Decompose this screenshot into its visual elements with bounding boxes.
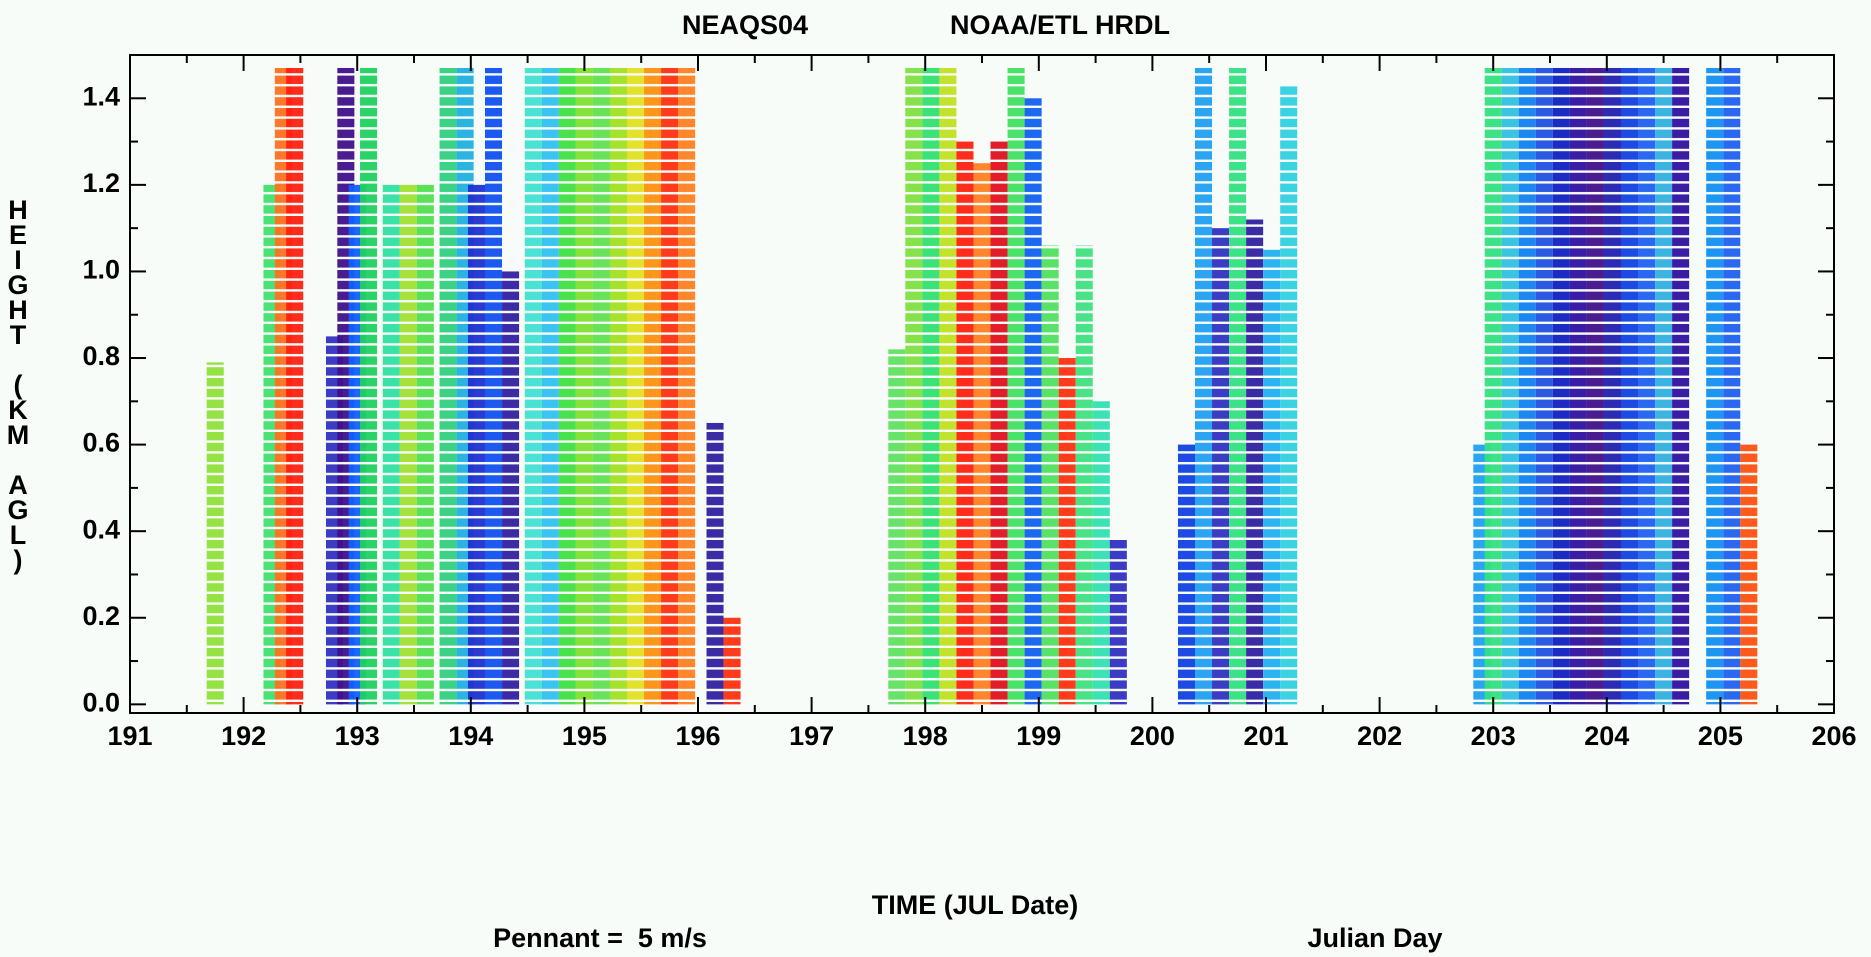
y-tick-label: 0.2 xyxy=(82,601,120,631)
chart-subtitle: NOAA/ETL HRDL xyxy=(950,10,1170,40)
x-tick-label: 205 xyxy=(1698,721,1743,751)
x-tick-label: 202 xyxy=(1357,721,1402,751)
y-tick-label: 0.4 xyxy=(82,514,120,544)
x-tick-label: 196 xyxy=(675,721,720,751)
x-tick-label: 195 xyxy=(562,721,607,751)
y-tick-label: 1.2 xyxy=(82,168,120,198)
x-tick-label: 201 xyxy=(1243,721,1288,751)
chart-title: NEAQS04 xyxy=(682,10,808,40)
y-tick-label: 0.0 xyxy=(82,687,120,717)
annotation: Pennant = 5 m/s xyxy=(493,923,707,953)
x-tick-label: 193 xyxy=(335,721,380,751)
x-tick-label: 198 xyxy=(903,721,948,751)
x-tick-label: 194 xyxy=(448,721,493,751)
x-tick-label: 206 xyxy=(1811,721,1856,751)
annotation: Julian Day xyxy=(1307,923,1442,953)
y-tick-label: 1.4 xyxy=(82,81,120,111)
x-tick-label: 192 xyxy=(221,721,266,751)
x-axis-label: TIME (JUL Date) xyxy=(872,890,1079,920)
x-tick-label: 203 xyxy=(1471,721,1516,751)
x-tick-label: 199 xyxy=(1016,721,1061,751)
x-tick-label: 191 xyxy=(107,721,152,751)
x-tick-label: 204 xyxy=(1584,721,1629,751)
x-tick-label: 197 xyxy=(789,721,834,751)
y-tick-label: 0.8 xyxy=(82,341,120,371)
y-tick-label: 0.6 xyxy=(82,428,120,458)
barb-row-pattern xyxy=(130,55,1834,713)
y-tick-label: 1.0 xyxy=(82,255,120,285)
x-tick-label: 200 xyxy=(1130,721,1175,751)
